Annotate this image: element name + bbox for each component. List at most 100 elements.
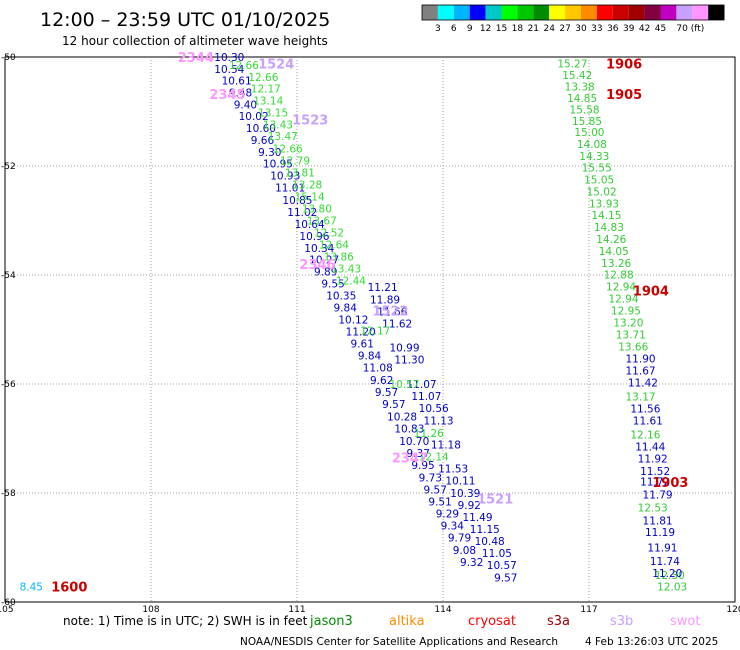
wave-height-label: 9.89 [314, 267, 337, 279]
wave-height-label: 12.53 [638, 503, 668, 515]
colorbar-label: 33 [591, 24, 602, 34]
x-tick-label: 117 [580, 605, 597, 615]
wave-height-label: 11.44 [635, 442, 665, 454]
grid-lines [5, 57, 735, 602]
wave-height-label: 13.71 [616, 329, 646, 341]
wave-height-label: 12.95 [611, 305, 641, 317]
wave-height-label: 15.55 [582, 163, 612, 175]
colorbar-swatch [660, 5, 677, 20]
wave-height-label: 10.99 [389, 342, 419, 354]
wave-height-label: 9.84 [334, 303, 358, 315]
track-id-label: 1903 [652, 476, 688, 491]
colorbar-label: 3 [435, 24, 441, 34]
wave-height-label: 11.01 [275, 182, 305, 194]
colorbar-swatch [612, 5, 629, 20]
wave-height-label: 14.33 [579, 151, 609, 163]
wave-height-label: 11.90 [626, 353, 656, 365]
wave-height-label: 11.26 [414, 428, 444, 440]
wave-height-label: 13.15 [258, 108, 288, 120]
wave-height-label: 12.66 [229, 60, 259, 72]
wave-height-label: 9.57 [424, 485, 447, 497]
wave-height-label: 15.42 [562, 70, 592, 82]
wave-height-label: 9.29 [436, 509, 459, 521]
wave-height-label: 11.89 [370, 295, 400, 307]
wave-height-label: 11.15 [470, 524, 500, 536]
colorbar-label: 36 [607, 24, 619, 34]
wave-height-label: 11.13 [424, 416, 454, 428]
wave-height-label: 14.08 [577, 139, 607, 151]
colorbar-swatch [533, 5, 550, 20]
wave-height-label: 11.07 [411, 391, 441, 403]
colorbar-label: 15 [496, 24, 507, 34]
satellite-legend: jason3 altika cryosat s3a s3b swot [309, 614, 700, 629]
wave-height-label: 13.86 [324, 251, 354, 263]
wave-height-label: 11.49 [462, 512, 492, 524]
wave-height-label: 11.79 [643, 490, 673, 502]
colorbar-border [421, 4, 725, 21]
wave-height-label: 14.15 [591, 210, 621, 222]
chart-subtitle: 12 hour collection of altimeter wave hei… [62, 34, 328, 48]
colorbar-swatch [422, 5, 438, 20]
wave-height-label: 11.74 [650, 556, 680, 568]
wave-height-label: 12.66 [248, 72, 278, 84]
wave-height-label: 9.66 [251, 135, 275, 147]
wave-height-label: 8.45 [20, 582, 43, 594]
satellite-legend-item: jason3 [309, 614, 353, 629]
y-tick-label: -60 [1, 598, 16, 608]
wave-height-label: 9.79 [448, 533, 471, 545]
wave-height-label: 11.61 [633, 416, 663, 428]
track-id-label: 1600 [51, 581, 87, 596]
wave-height-label: 12.94 [608, 293, 638, 305]
colorbar-swatch [501, 5, 518, 20]
colorbar-swatch [596, 5, 613, 20]
satellite-legend-item: s3a [547, 614, 570, 629]
wave-height-label: 11.20 [346, 327, 376, 339]
wave-height-label: 9.08 [453, 545, 476, 557]
wave-height-label: 9.37 [407, 448, 430, 460]
wave-height-label: 9.48 [229, 87, 252, 99]
wave-height-label: 13.66 [618, 341, 648, 353]
colorbar-legend: 3 6 9 12 15 18 21 24 27 30 33 36 39 42 45 70 (ft) [421, 4, 725, 34]
wave-height-label: 12.17 [360, 326, 390, 338]
plot-frame [4, 56, 736, 603]
colorbar-swatch [437, 5, 454, 20]
wave-height-label: 10.95 [263, 158, 293, 170]
wave-height-label: 12.16 [630, 430, 660, 442]
wave-height-label: 11.66 [377, 307, 407, 319]
footer-note: note: 1) Time is in UTC; 2) SWH is in fe… [63, 614, 308, 628]
chart-title: 12:00 – 23:59 UTC 01/10/2025 [40, 9, 330, 31]
wave-height-label: 11.92 [638, 454, 668, 466]
colorbar-swatch [644, 5, 661, 20]
wave-height-label: 13.38 [565, 81, 595, 93]
colorbar-label: 24 [543, 24, 555, 34]
wave-height-label: 12.44 [336, 275, 366, 287]
wave-height-label: 13.81 [285, 168, 315, 180]
wave-height-label: 9.73 [419, 473, 442, 485]
wave-height-label: 11.07 [407, 379, 437, 391]
wave-height-label: 11.19 [645, 527, 675, 539]
wave-height-label: 14.26 [596, 234, 626, 246]
wave-height-label: 11.20 [652, 568, 682, 580]
wave-height-label: 12.30 [655, 570, 685, 582]
wave-height-label: 10.02 [239, 111, 269, 123]
wave-height-label: 12.66 [273, 144, 303, 156]
wave-height-label: 10.60 [246, 123, 276, 135]
wave-height-label: 13.28 [292, 180, 322, 192]
wave-height-label: 9.51 [428, 497, 451, 509]
wave-height-label: 12.79 [280, 156, 310, 168]
y-tick-label: -56 [1, 380, 16, 390]
track-id-label: 2346 [299, 258, 335, 273]
colorbar-swatch [581, 5, 597, 20]
track-id-label: 1521 [477, 492, 513, 507]
wave-height-label: 11.56 [630, 404, 660, 416]
colorbar-swatch [453, 5, 470, 20]
wave-height-label: 14.85 [567, 93, 597, 105]
wave-height-label: 11.53 [438, 463, 468, 475]
axis-tick-labels: 105 108 111 114 117 120 -50 -52 -54 -56 -58 -60 [0, 53, 740, 615]
wave-height-label: 11.81 [643, 515, 673, 527]
wave-height-label: 14.05 [599, 246, 629, 258]
x-tick-label: 114 [434, 605, 451, 615]
colorbar-label: 18 [512, 24, 524, 34]
wave-height-label: 10.27 [309, 255, 339, 267]
